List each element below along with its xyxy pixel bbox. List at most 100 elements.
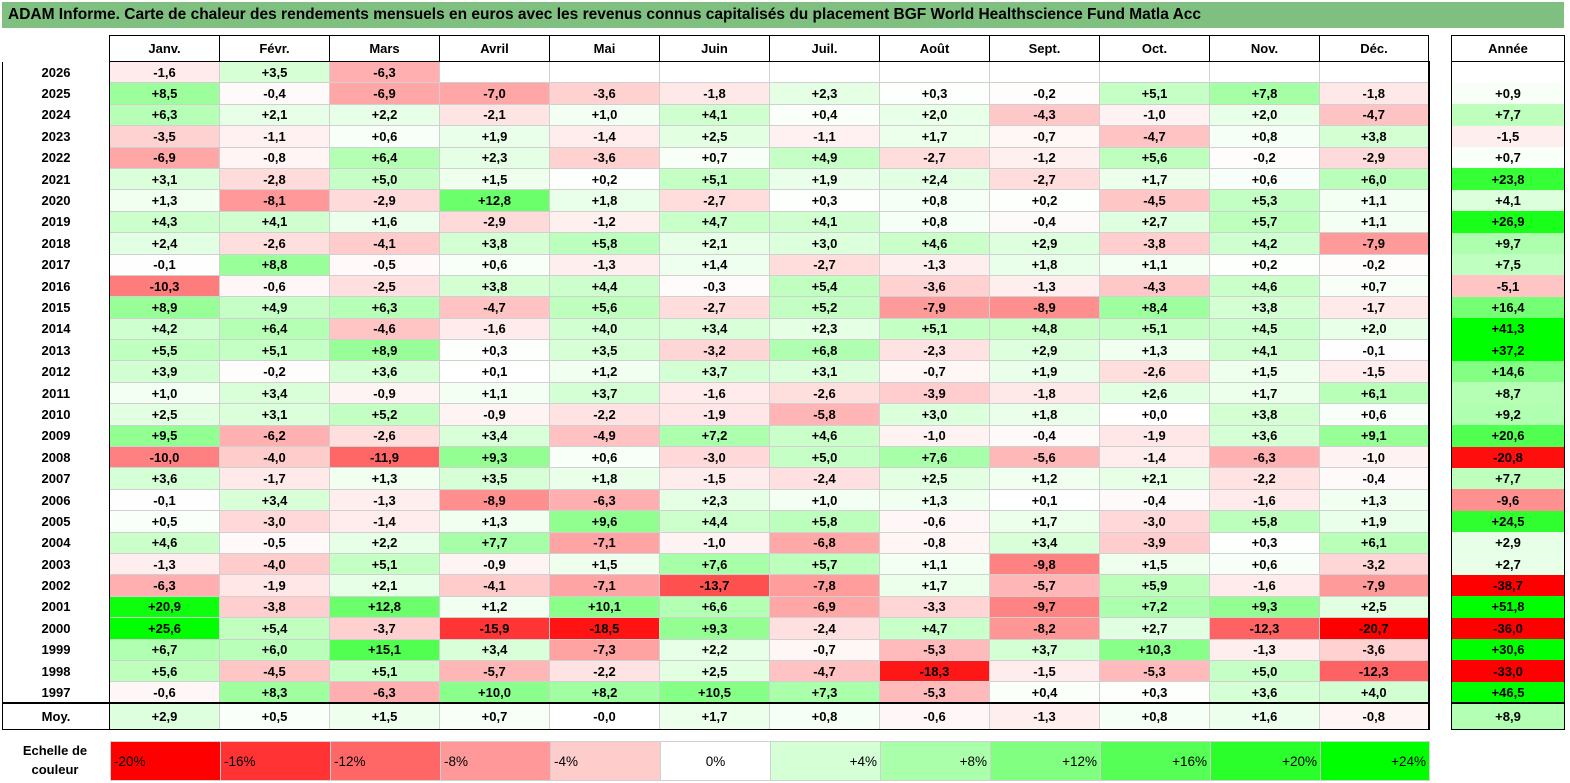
- month-header: Août: [879, 35, 990, 62]
- annual-cell: +8,7: [1451, 382, 1565, 404]
- heatmap-cell: +3,5: [549, 339, 660, 362]
- heatmap-cell: +0,6: [549, 446, 660, 469]
- year-row: 2024 +6,3 +2,1 +2,2 -2,1 +1,0 +4,1 +0,4 +2,0 -4,3…: [2, 103, 1430, 127]
- heatmap-cell: -2,9: [439, 210, 550, 234]
- heatmap-cell: -2,6: [329, 424, 440, 448]
- heatmap-cell: +1,7: [1099, 167, 1210, 191]
- heatmap-cell: +2,6: [1099, 381, 1210, 405]
- heatmap-cell: +2,5: [1319, 595, 1430, 619]
- heatmap-cell: [659, 60, 770, 84]
- heatmap-cell: -0,4: [989, 210, 1100, 234]
- heatmap-cell: -3,9: [1099, 531, 1210, 554]
- year-row: 2006 -0,1 +3,4 -1,3 -8,9 -6,3 +2,3 +1,0 +1,3 +0,1…: [2, 488, 1430, 512]
- heatmap-cell: -0,1: [1319, 339, 1430, 362]
- heatmap-cell: +4,2: [1209, 232, 1320, 255]
- year-row: 2016 -10,3 -0,6 -2,5 +3,8 +4,4 -0,3 +5,4 -3,6 -1,…: [2, 274, 1430, 298]
- heatmap-cell: -9,7: [989, 595, 1100, 619]
- annual-row: -9,6: [1451, 489, 1565, 511]
- average-cell: +0,8: [769, 702, 880, 730]
- heatmap-cell: +3,9: [109, 360, 220, 383]
- year-label: 2012: [2, 360, 110, 383]
- heatmap-cell: -3,6: [1319, 638, 1430, 661]
- heatmap-cell: +6,3: [329, 296, 440, 319]
- color-scale-step: +8%: [880, 741, 991, 781]
- year-label: 2015: [2, 296, 110, 319]
- heatmap-cell: -7,9: [1319, 574, 1430, 597]
- year-row: 2015 +8,9 +4,9 +6,3 -4,7 +5,6 -2,7 +5,2 -7,9 -8,9…: [2, 296, 1430, 319]
- heatmap-cell: +1,9: [439, 125, 550, 148]
- heatmap-cell: -4,7: [1099, 125, 1210, 148]
- year-label: 1999: [2, 639, 110, 661]
- average-cell: -0,0: [549, 702, 660, 730]
- heatmap-cell: -0,2: [989, 82, 1100, 105]
- year-row: 2025 +8,5 -0,4 -6,9 -7,0 -3,6 -1,8 +2,3 +0,3 -0,2…: [2, 82, 1430, 105]
- heatmap-cell: +4,7: [879, 617, 990, 640]
- heatmap-cell: +0,8: [879, 210, 990, 234]
- annual-cell: +9,7: [1451, 232, 1565, 255]
- heatmap-cell: +8,2: [549, 681, 660, 704]
- year-label: 2014: [2, 318, 110, 340]
- heatmap-cell: -0,5: [329, 253, 440, 276]
- heatmap-cell: -8,9: [439, 488, 550, 512]
- heatmap-cell: -3,0: [1099, 510, 1210, 533]
- heatmap-cell: -6,9: [109, 146, 220, 169]
- heatmap-cell: -2,8: [219, 167, 330, 191]
- heatmap-cell: +5,1: [219, 339, 330, 362]
- heatmap-cell: +0,4: [989, 681, 1100, 704]
- annual-row: +46,5: [1451, 681, 1565, 704]
- heatmap-cell: +2,7: [1099, 210, 1210, 234]
- heatmap-cell: -1,2: [989, 146, 1100, 169]
- heatmap-cell: -9,8: [989, 552, 1100, 576]
- heatmap-cell: -1,4: [329, 510, 440, 533]
- average-annual-cell: +8,9: [1451, 702, 1565, 730]
- heatmap-cell: +5,1: [659, 167, 770, 191]
- year-row: 2020 +1,3 -8,1 -2,9 +12,8 +1,8 -2,7 +0,3 +0,8 +0,…: [2, 189, 1430, 212]
- heatmap-cell: +7,2: [659, 424, 770, 448]
- month-header: Juin: [659, 35, 770, 62]
- heatmap-cell: -1,6: [439, 317, 550, 341]
- month-header: Sept.: [989, 35, 1100, 62]
- heatmap-cell: +1,2: [989, 467, 1100, 490]
- average-cell: +1,6: [1209, 702, 1320, 730]
- heatmap-cell: -0,4: [989, 424, 1100, 448]
- heatmap-cell: +5,8: [769, 510, 880, 533]
- heatmap-cell: +0,3: [1209, 531, 1320, 554]
- year-row: 2023 -3,5 -1,1 +0,6 +1,9 -1,4 +2,5 -1,1 +1,7 -0,7…: [2, 125, 1430, 148]
- annual-row: -38,7: [1451, 574, 1565, 597]
- heatmap-cell: -3,8: [1099, 232, 1210, 255]
- heatmap-cell: [769, 60, 880, 84]
- year-label: 2013: [2, 339, 110, 361]
- annual-row: +8,7: [1451, 382, 1565, 404]
- heatmap-cell: +6,7: [109, 638, 220, 661]
- heatmap-cell: +2,0: [1319, 317, 1430, 341]
- heatmap-cell: +4,6: [1209, 274, 1320, 298]
- average-cell: -0,8: [1319, 702, 1430, 730]
- heatmap-cell: +5,8: [549, 232, 660, 255]
- heatmap-cell: -0,1: [109, 488, 220, 512]
- color-scale-step: 0%: [660, 741, 771, 781]
- heatmap-cell: -3,0: [659, 446, 770, 469]
- color-scale-step: +24%: [1320, 741, 1430, 781]
- heatmap-cell: -1,0: [659, 531, 770, 554]
- heatmap-cell: -0,7: [769, 638, 880, 661]
- heatmap-cell: -10,3: [109, 274, 220, 298]
- month-header: Nov.: [1209, 35, 1320, 62]
- heatmap-cell: -1,3: [879, 253, 990, 276]
- heatmap-cell: +5,2: [769, 296, 880, 319]
- color-scale-step: +4%: [770, 741, 881, 781]
- heatmap-cell: -1,5: [659, 467, 770, 490]
- heatmap-cell: +1,1: [1319, 189, 1430, 212]
- annual-returns-table: Année +0,9 +7,7 -1,5 +0,7 +23,8 +4,1 +26,9 +9,7 +…: [1451, 35, 1565, 730]
- year-label: 2017: [2, 254, 110, 276]
- heatmap-cell: -7,9: [879, 296, 990, 319]
- heatmap-cell: +5,8: [1209, 510, 1320, 533]
- heatmap-cell: -4,5: [1099, 189, 1210, 212]
- annual-cell: -36,0: [1451, 617, 1565, 640]
- heatmap-cell: +1,3: [109, 189, 220, 212]
- year-label: 2024: [2, 104, 110, 126]
- heatmap-cell: +20,9: [109, 595, 220, 619]
- annual-cell: +20,6: [1451, 425, 1565, 447]
- heatmap-cell: +5,1: [1099, 82, 1210, 105]
- heatmap-cell: -1,8: [659, 82, 770, 105]
- heatmap-cell: +1,8: [989, 403, 1100, 426]
